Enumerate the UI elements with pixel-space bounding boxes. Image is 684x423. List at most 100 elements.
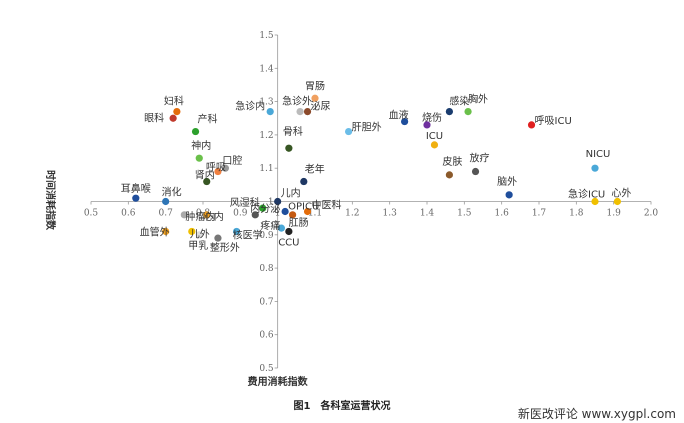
x-tick-label: 2.0: [644, 209, 659, 219]
point-label: 呼吸ICU: [535, 115, 572, 127]
point-label: 泌尿: [311, 100, 331, 113]
data-point: [169, 114, 177, 122]
data-point: [195, 154, 203, 162]
data-point: [591, 197, 599, 206]
data-point: [188, 227, 196, 236]
y-tick-label: 0.6: [259, 331, 274, 341]
data-point: [214, 234, 222, 242]
data-point: [345, 127, 353, 136]
point-label: 妇科: [164, 95, 184, 108]
x-tick-label: 1.6: [495, 209, 510, 219]
point-label: 肿瘤内: [185, 210, 215, 223]
x-tick-label: 1.2: [345, 209, 359, 219]
point-label: 脑外: [497, 175, 517, 188]
point-label: 血管外: [140, 225, 170, 238]
data-point: [281, 207, 289, 216]
y-axis-title: 时间消耗指数: [44, 170, 57, 231]
data-point: [162, 227, 170, 236]
x-tick-label: 1: [275, 209, 281, 219]
y-tick-label: 0.9: [259, 231, 274, 241]
point-label: 儿外: [190, 228, 210, 240]
point-label: 胸外: [468, 93, 488, 106]
data-point: [173, 107, 181, 116]
data-point: [311, 94, 319, 102]
point-label: 呼吸: [206, 162, 226, 174]
data-point: [289, 211, 297, 219]
point-label: 骨科: [283, 125, 303, 138]
data-point: [191, 127, 200, 136]
data-point: [274, 197, 282, 206]
point-label: 感染: [449, 95, 469, 108]
data-point: [423, 121, 431, 129]
point-label: 消化: [162, 186, 182, 199]
point-label: 急诊ICU: [568, 188, 605, 201]
x-tick-labels: 0.5 0.6 0.7 0.8 0.9 1 1.1 1.2 1.3 1.4 1.5 1.6 1.7 1.8…: [84, 201, 659, 219]
data-point: [303, 207, 312, 216]
x-tick-label: 0.6: [121, 209, 136, 219]
x-tick-label: 0.7: [159, 209, 174, 219]
point-label: 老年: [305, 163, 325, 176]
point-label: 心外: [611, 188, 631, 200]
point-label: 甲乳: [188, 239, 208, 252]
data-point: [471, 167, 480, 176]
point-label: 核医学: [233, 228, 263, 241]
point-label: 内分泌: [250, 202, 280, 215]
point-label: 产科: [198, 113, 218, 126]
data-point: [180, 211, 188, 219]
point-label: 神内: [191, 139, 211, 152]
point-label: 中医科: [312, 198, 342, 211]
point-label: 急诊内: [235, 100, 265, 113]
data-point: [445, 171, 453, 179]
data-point: [266, 107, 274, 116]
y-tick-label: 0.5: [259, 364, 274, 374]
point-label: 皮肤: [442, 155, 462, 168]
point-label: 胃肠: [305, 80, 325, 92]
data-point: [430, 141, 439, 149]
data-point: [285, 227, 293, 236]
point-label: 整形外: [210, 241, 240, 254]
data-point: [233, 227, 241, 236]
data-point: [203, 177, 211, 186]
point-label: 口腔: [222, 154, 242, 167]
data-point: [303, 107, 312, 116]
data-point: [195, 231, 203, 239]
data-point: [251, 211, 259, 219]
x-tick-label: 0.5: [84, 209, 99, 219]
watermark-text: 新医改评论 www.xygpl.com: [518, 406, 676, 421]
y-tick-labels: 0.5 0.6 0.7 0.8 0.9 1 1.1 1.2 1.3 1.4 1.5: [259, 31, 278, 374]
point-label: OPICU: [288, 201, 319, 212]
data-point: [259, 204, 267, 212]
data-point: [277, 224, 285, 232]
y-tick-label: 1.3: [259, 98, 274, 108]
data-points: [132, 94, 622, 242]
data-point: [527, 121, 536, 129]
y-tick-label: 1.1: [259, 164, 273, 174]
y-tick-label: 0.8: [259, 264, 274, 274]
y-tick-label: 1.2: [259, 131, 273, 141]
point-label: 疼痛: [260, 219, 280, 232]
data-point: [464, 107, 472, 116]
point-label: CCU: [278, 237, 299, 248]
data-point: [591, 164, 599, 172]
point-label: 心内: [204, 210, 224, 223]
point-label: ICU: [426, 131, 443, 142]
x-tick-label: 1.9: [607, 209, 622, 219]
x-axis-title: 费用消耗指数: [248, 375, 309, 388]
point-label: 眼科: [144, 111, 164, 124]
point-label: 肾内: [195, 169, 215, 182]
data-point: [285, 144, 293, 152]
data-point: [505, 191, 513, 199]
point-label: 肝胆外: [352, 122, 382, 134]
x-tick-label: 0.8: [196, 209, 211, 219]
data-point: [445, 107, 453, 116]
data-point: [203, 211, 211, 219]
point-label: 儿内: [281, 187, 301, 200]
x-tick-label: 1.7: [532, 209, 547, 219]
data-point: [401, 117, 409, 126]
x-tick-label: 1.4: [420, 209, 435, 219]
y-tick-label: 1.4: [259, 64, 274, 74]
figure-caption: 图1 各科室运营状况: [294, 399, 391, 412]
data-point: [296, 107, 304, 116]
